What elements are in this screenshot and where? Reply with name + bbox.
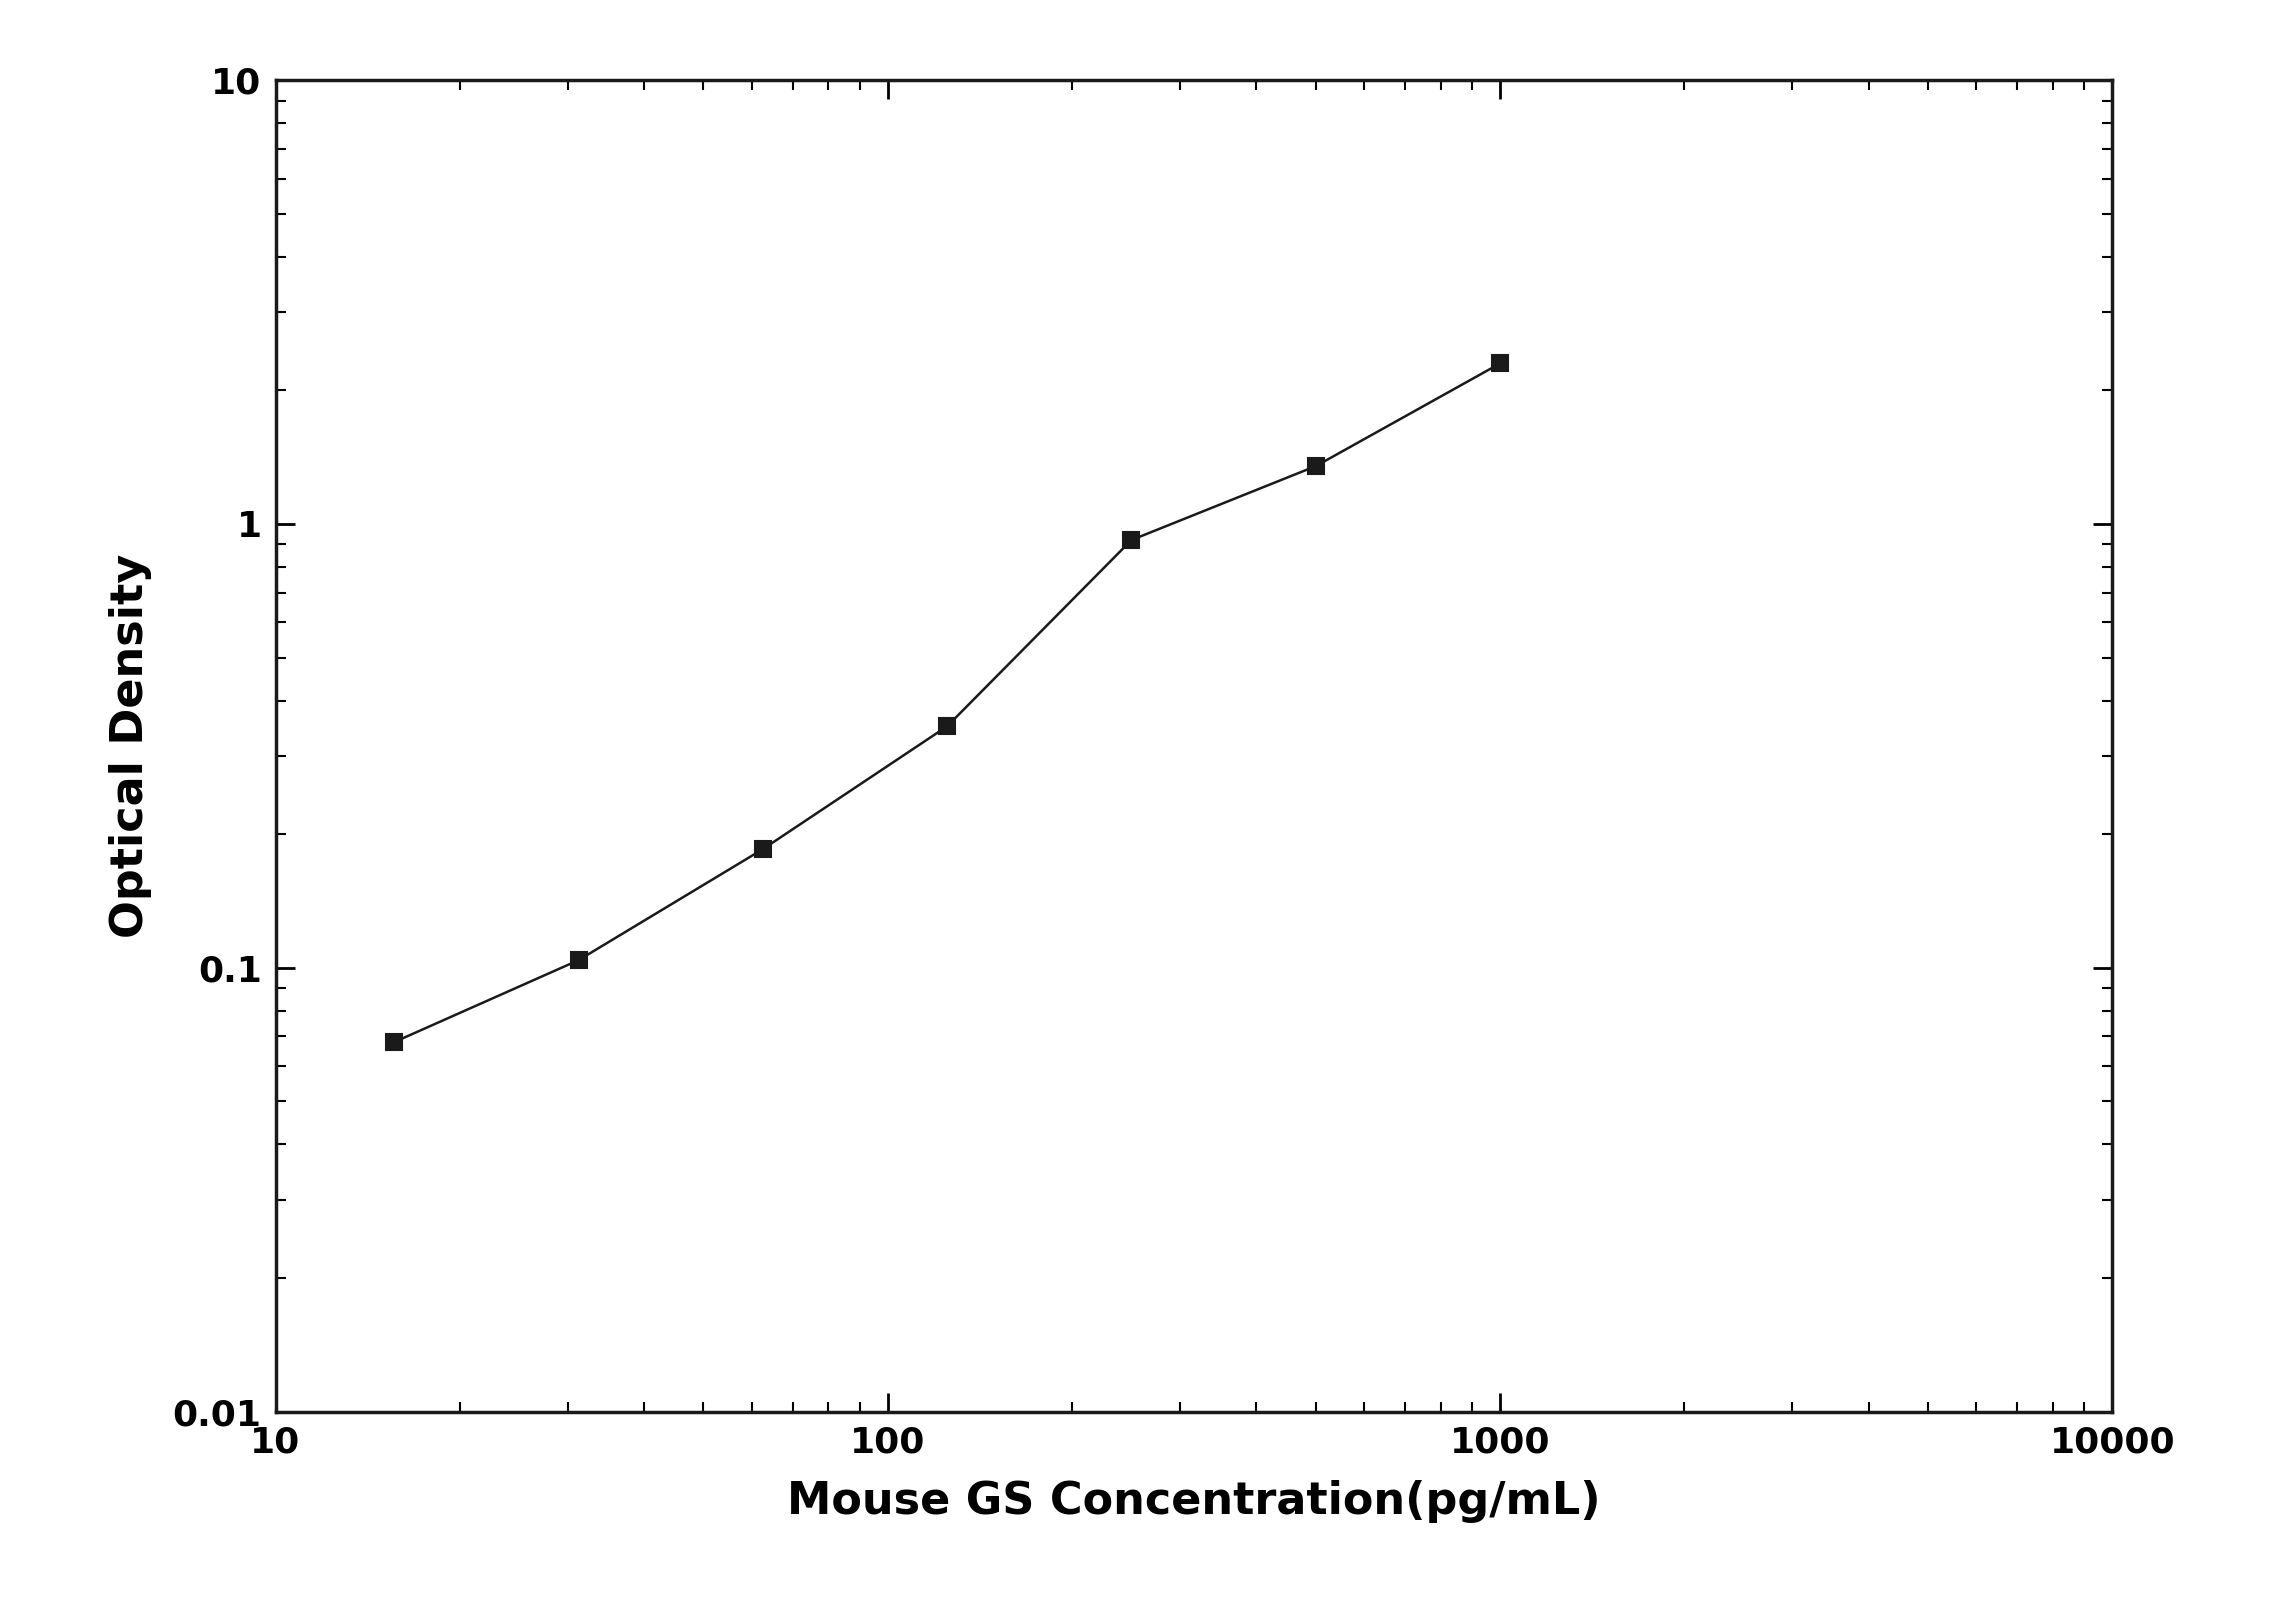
Y-axis label: Optical Density: Optical Density xyxy=(108,553,152,938)
X-axis label: Mouse GS Concentration(pg/mL): Mouse GS Concentration(pg/mL) xyxy=(788,1480,1600,1524)
